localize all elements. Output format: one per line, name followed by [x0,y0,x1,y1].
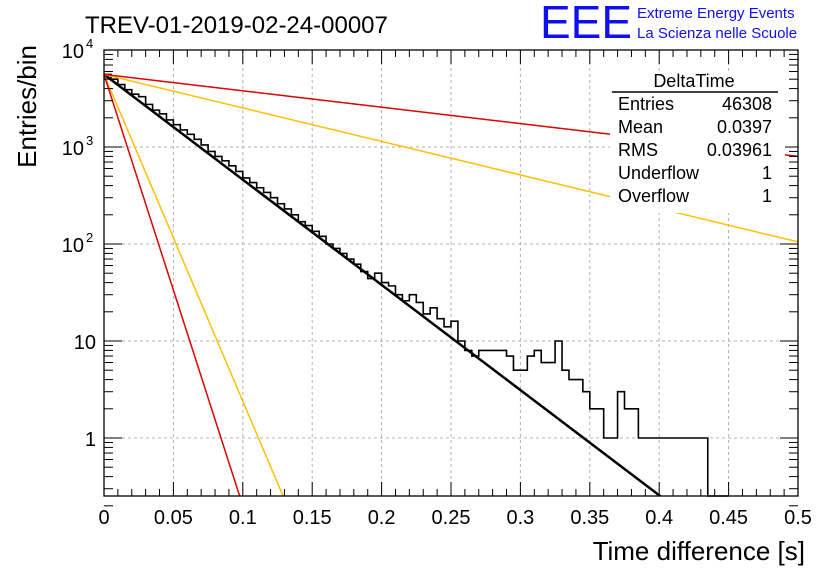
stats-value: 46308 [722,94,772,114]
stats-label: Underflow [618,163,700,183]
x-tick-label: 0.25 [432,507,471,529]
x-axis-ticks: 0 0.05 0.1 0.15 0.2 0.25 0.3 0.35 0.4 0.45 0.5 [98,50,812,529]
y-tick-label: 10 [62,41,84,63]
stats-value: 0.03961 [707,140,772,160]
x-tick-label: 0.15 [293,507,332,529]
histogram-steps [104,73,729,497]
y-tick-label: 10 [62,138,84,160]
fit-line [104,73,663,496]
y-tick-label: 10 [74,332,96,354]
stats-value: 1 [762,163,772,183]
stats-value: 1 [762,186,772,206]
x-tick-label: 0 [98,507,109,529]
stats-label: Overflow [618,186,690,206]
stats-label: RMS [618,140,658,160]
x-tick-label: 0.5 [784,507,812,529]
x-tick-label: 0.4 [645,507,673,529]
histogram [104,73,729,497]
fit-line [104,74,284,496]
x-tick-label: 0.1 [229,507,257,529]
y-tick-exponent: 4 [86,36,93,51]
logo-mark: EEE [540,0,632,48]
chart-title: TREV-01-2019-02-24-00007 [85,12,388,39]
stats-rows: Entries 46308 Mean 0.0397 RMS 0.03961 Underflo… [618,94,772,206]
fit-line [104,73,798,243]
x-tick-label: 0.3 [506,507,534,529]
x-tick-label: 0.35 [570,507,609,529]
y-tick-exponent: 3 [86,133,93,148]
stats-box: DeltaTime Entries 46308 Mean 0.0397 RMS 0.039… [610,71,785,213]
x-tick-label: 0.05 [154,507,193,529]
fit-line [104,74,241,496]
stats-title: DeltaTime [653,71,734,91]
y-tick-exponent: 2 [86,230,93,245]
stats-label: Mean [618,117,663,137]
stats-box-bg [610,73,785,213]
y-tick-label: 1 [85,429,96,451]
y-tick-label: 10 [62,235,84,257]
x-tick-label: 0.45 [709,507,748,529]
x-axis-label: Time difference [s] [593,536,805,566]
x-tick-label: 0.2 [368,507,396,529]
stats-value: 0.0397 [717,117,772,137]
logo-line2: La Scienza nelle Scuole [637,25,797,42]
logo-line1: Extreme Energy Events [637,5,795,22]
y-axis-label: Entries/bin [12,45,42,168]
logo: EEE Extreme Energy Events La Scienza nel… [540,0,797,48]
stats-label: Entries [618,94,674,114]
